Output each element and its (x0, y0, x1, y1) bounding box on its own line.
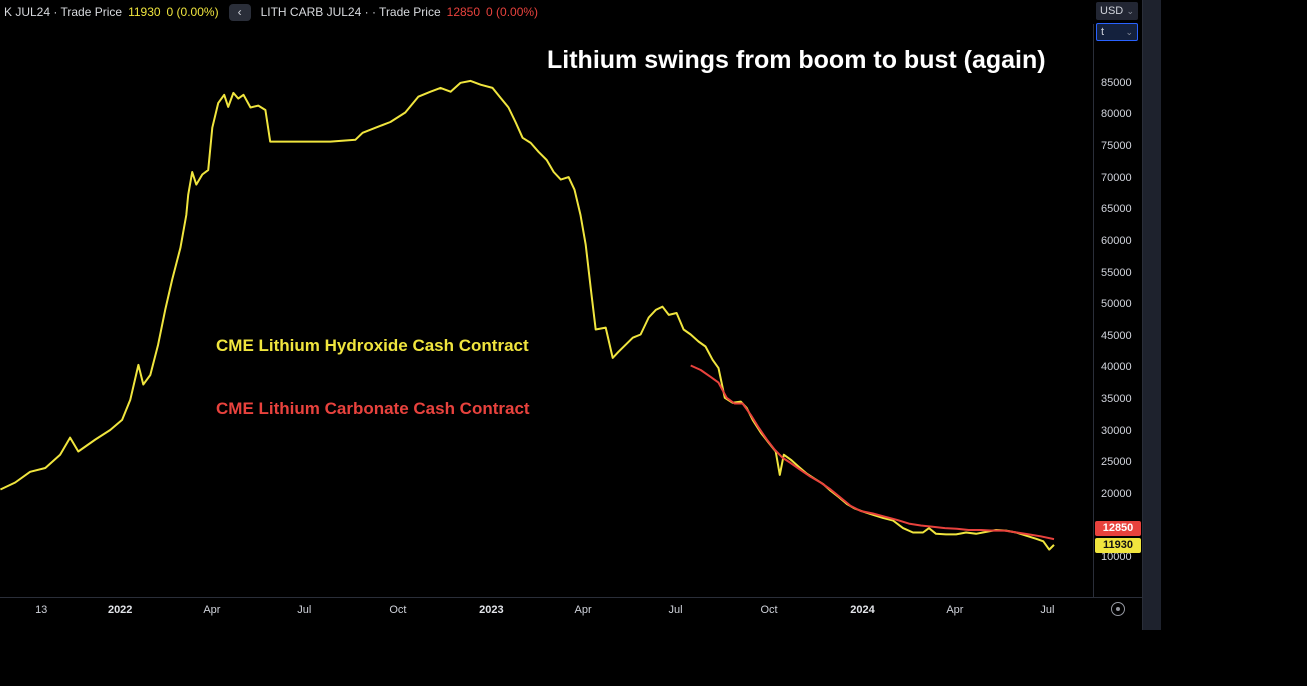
legend-series2-title[interactable]: LITH CARB JUL24 · · Trade Price (260, 5, 441, 19)
currency-selector[interactable]: USD ⌄ (1096, 2, 1138, 20)
time-tick-label: Apr (574, 604, 592, 616)
price-tick-label: 35000 (1101, 393, 1132, 405)
time-tick-label: 2022 (107, 604, 133, 616)
last-price-badge: 11930 (1095, 538, 1141, 554)
series-line-hydroxide (0, 79, 1055, 551)
chart-title: Lithium swings from boom to bust (again) (547, 46, 1046, 74)
price-scale[interactable]: 85000 80000 75000 70000 65000 60000 55000 50000… (1093, 24, 1143, 597)
tradingview-chart-widget: Lithium swings from boom to bust (again)… (0, 0, 1161, 631)
time-tick-label: Jul (668, 604, 683, 616)
time-tick-label: Apr (946, 604, 964, 616)
carbonate-series-label: CME Lithium Carbonate Cash Contract (216, 399, 530, 418)
last-price-badge: 12850 (1095, 520, 1141, 536)
price-tick-label: 75000 (1101, 140, 1132, 153)
price-tick-label: 10000 (1101, 551, 1132, 564)
legend-series1-change: 0 (0.00%) (166, 5, 219, 19)
legend-series2-change: 0 (0.00%) (486, 5, 539, 19)
price-tick-label: 60000 (1101, 234, 1132, 247)
time-tick-label: 13 (35, 604, 48, 616)
legend: K JUL24 · Trade Price 11930 0 (0.00%) ‹ … (4, 0, 538, 24)
unit-selector[interactable]: t ⌄ (1096, 23, 1138, 41)
target-icon[interactable] (1111, 602, 1125, 616)
chart-canvas (0, 79, 1055, 551)
chevron-down-icon: ⌄ (1125, 26, 1133, 37)
price-tick-label: 80000 (1101, 108, 1132, 121)
legend-series1-value: 11930 (128, 5, 161, 19)
time-tick-label: Jul (297, 604, 312, 616)
price-tick-label: 40000 (1101, 361, 1132, 374)
price-tick-label: 25000 (1101, 456, 1132, 469)
time-scale[interactable]: 13 2022 Apr Jul Oct 2023 Apr Jul Oct 2024 Apr Jul (0, 597, 1142, 631)
axis-controls: USD ⌄ t ⌄ (1096, 2, 1138, 44)
series-line-carbonate (690, 364, 1055, 541)
price-tick-label: 55000 (1101, 266, 1132, 279)
price-tick-label: 85000 (1101, 76, 1132, 89)
price-tick-label: 50000 (1101, 298, 1132, 311)
price-tick-label: 65000 (1101, 203, 1132, 216)
price-tick-label: 45000 (1101, 329, 1132, 342)
legend-collapse-button[interactable]: ‹ (228, 3, 251, 21)
unit-label: t (1101, 26, 1105, 38)
time-tick-label: Oct (389, 604, 407, 616)
chevron-down-icon: ⌄ (1126, 5, 1134, 16)
legend-series1-title[interactable]: K JUL24 · Trade Price (4, 5, 123, 19)
price-tick-label: 30000 (1101, 424, 1132, 437)
right-panel-strip (1142, 0, 1161, 630)
time-tick-label: Oct (760, 604, 778, 616)
time-tick-label: 2024 (850, 604, 875, 616)
time-tick-label: 2023 (479, 604, 504, 616)
hydroxide-series-label: CME Lithium Hydroxide Cash Contract (216, 336, 529, 355)
currency-label: USD (1100, 5, 1124, 17)
legend-series2-value: 12850 (446, 5, 481, 19)
chart-pane[interactable]: Lithium swings from boom to bust (again)… (0, 24, 1093, 597)
price-tick-label: 20000 (1101, 487, 1132, 500)
chevron-left-icon: ‹ (237, 5, 242, 19)
time-tick-label: Apr (203, 604, 221, 616)
price-tick-label: 70000 (1101, 171, 1132, 184)
time-tick-label: Jul (1040, 604, 1055, 616)
